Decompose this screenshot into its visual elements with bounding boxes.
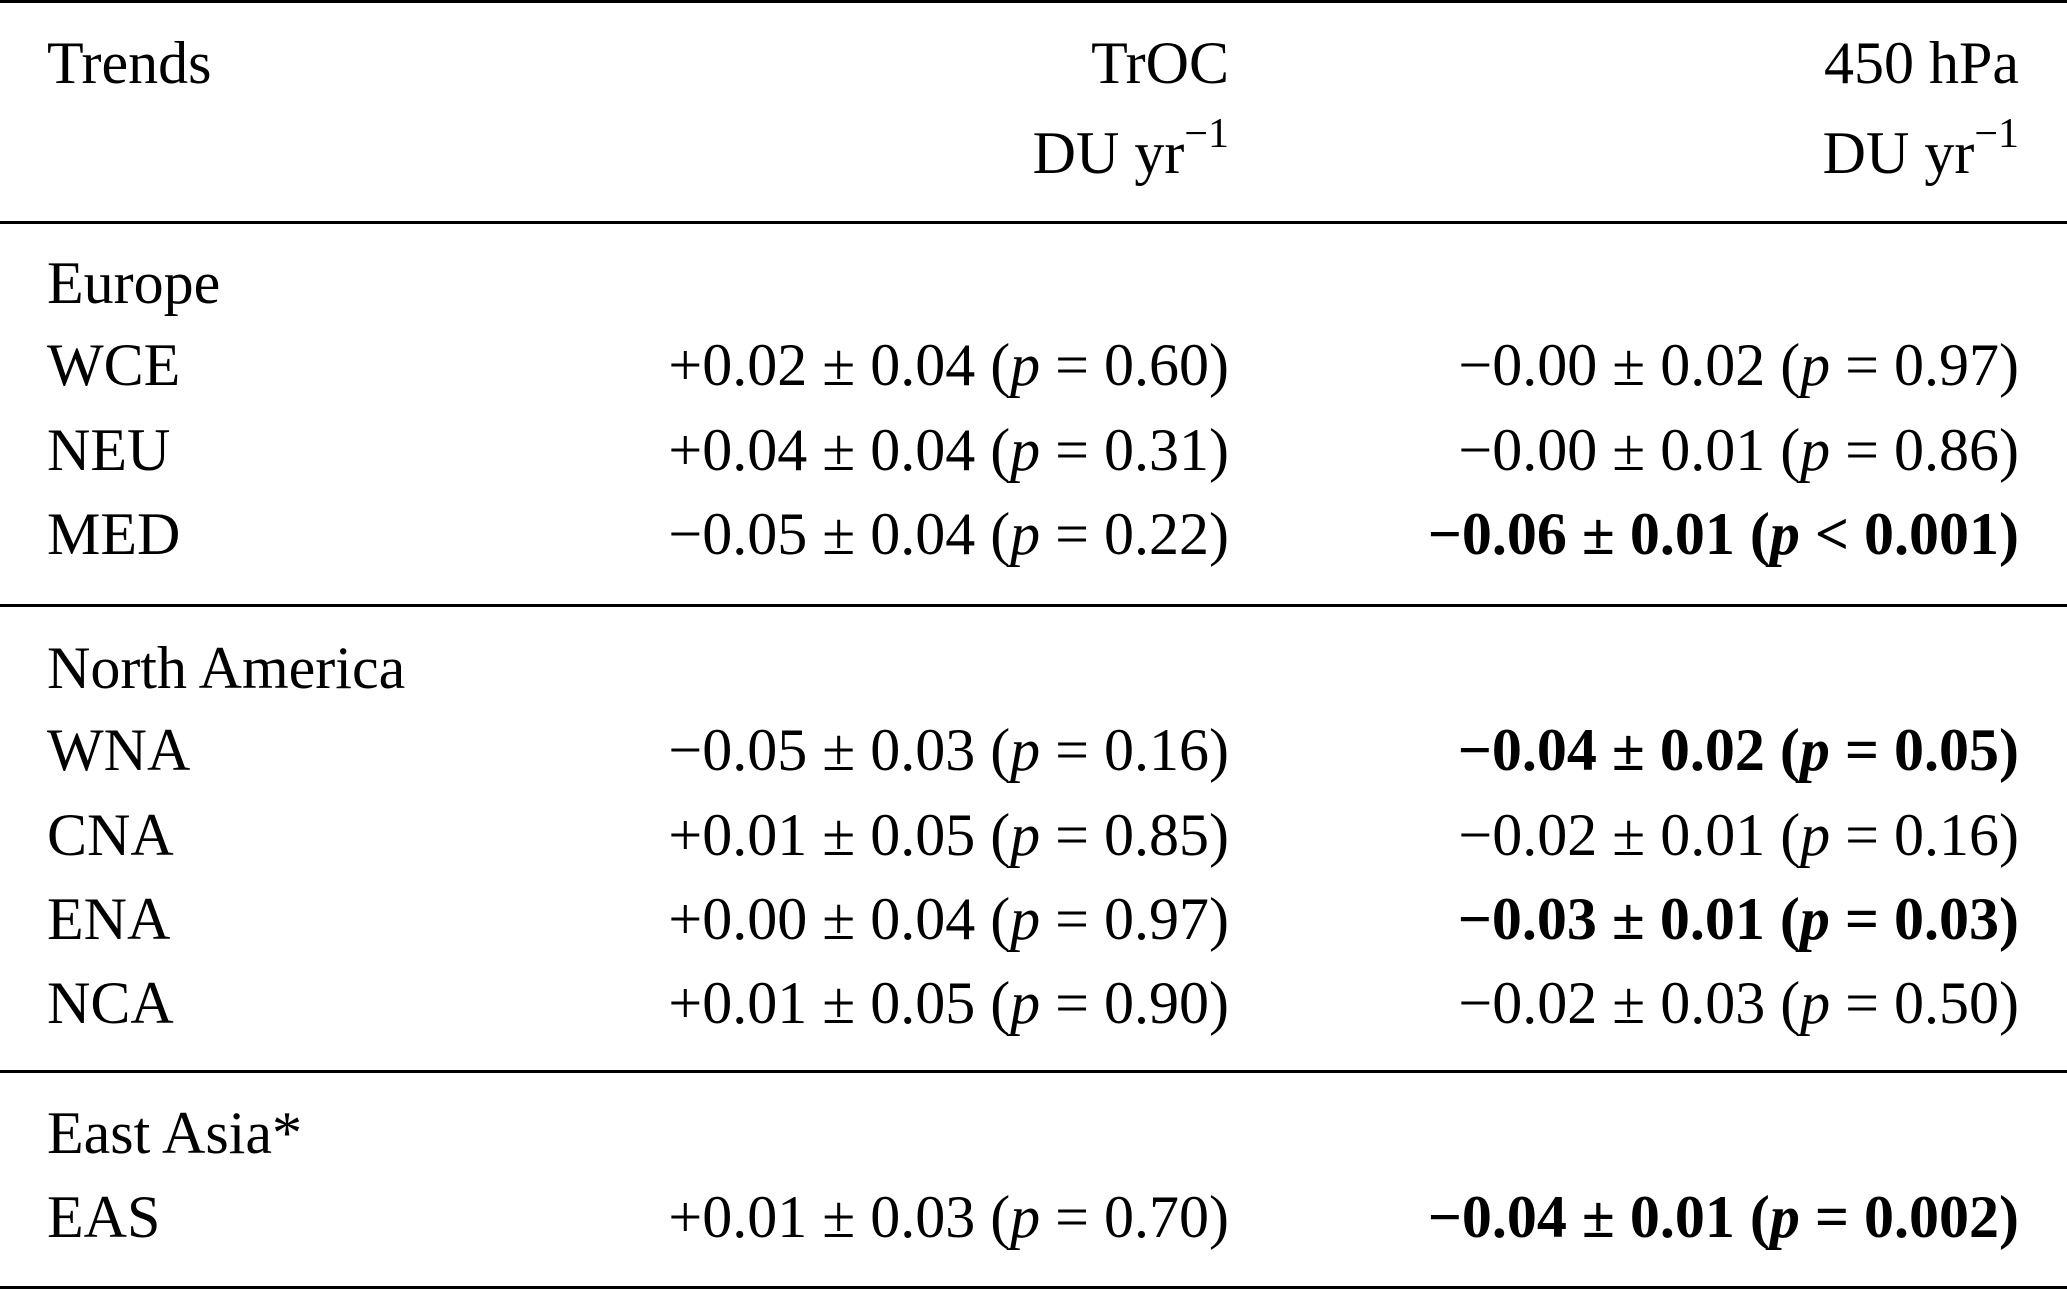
row-450hpa-value-significant: −0.03 ± 0.01 (p = 0.03) [1457, 886, 2019, 952]
header-450hpa: 450 hPa [1824, 30, 2019, 96]
header-troc: TrOC [1091, 30, 1229, 96]
group-east-asia: East Asia* [47, 1100, 302, 1166]
row-region: MED [47, 501, 181, 567]
header-troc-unit: DU yr−1 [1032, 111, 1229, 186]
header-450hpa-unit: DU yr−1 [1822, 111, 2019, 186]
row-region: NEU [47, 417, 171, 483]
row-450hpa-value: −0.00 ± 0.01 (p = 0.86) [1458, 417, 2019, 483]
north-america-rule [0, 1070, 2067, 1073]
row-region: CNA [47, 802, 174, 868]
row-region: WCE [47, 332, 181, 398]
row-troc-value: +0.01 ± 0.03 (p = 0.70) [668, 1184, 1229, 1250]
row-troc-value: +0.01 ± 0.05 (p = 0.85) [668, 802, 1229, 868]
row-troc-value: +0.00 ± 0.04 (p = 0.97) [668, 886, 1229, 952]
row-troc-value: +0.01 ± 0.05 (p = 0.90) [668, 970, 1229, 1036]
europe-rule [0, 604, 2067, 607]
row-450hpa-value-significant: −0.04 ± 0.02 (p = 0.05) [1457, 717, 2019, 783]
header-rule [0, 221, 2067, 224]
row-450hpa-value-significant: −0.04 ± 0.01 (p = 0.002) [1427, 1184, 2019, 1250]
bottom-rule [0, 1286, 2067, 1289]
row-region: WNA [47, 717, 191, 783]
row-450hpa-value: −0.02 ± 0.03 (p = 0.50) [1458, 970, 2019, 1036]
row-troc-value: +0.02 ± 0.04 (p = 0.60) [668, 332, 1229, 398]
row-450hpa-value: −0.00 ± 0.02 (p = 0.97) [1458, 332, 2019, 398]
header-trends: Trends [47, 30, 212, 96]
top-rule [0, 0, 2067, 3]
row-troc-value: −0.05 ± 0.03 (p = 0.16) [668, 717, 1229, 783]
row-region: ENA [47, 886, 171, 952]
row-troc-value: −0.05 ± 0.04 (p = 0.22) [668, 501, 1229, 567]
group-north-america: North America [47, 635, 406, 701]
row-troc-value: +0.04 ± 0.04 (p = 0.31) [668, 417, 1229, 483]
row-450hpa-value-significant: −0.06 ± 0.01 (p < 0.001) [1427, 501, 2019, 567]
row-450hpa-value: −0.02 ± 0.01 (p = 0.16) [1458, 802, 2019, 868]
row-region: EAS [47, 1184, 161, 1250]
group-europe: Europe [47, 250, 221, 316]
row-region: NCA [47, 970, 174, 1036]
